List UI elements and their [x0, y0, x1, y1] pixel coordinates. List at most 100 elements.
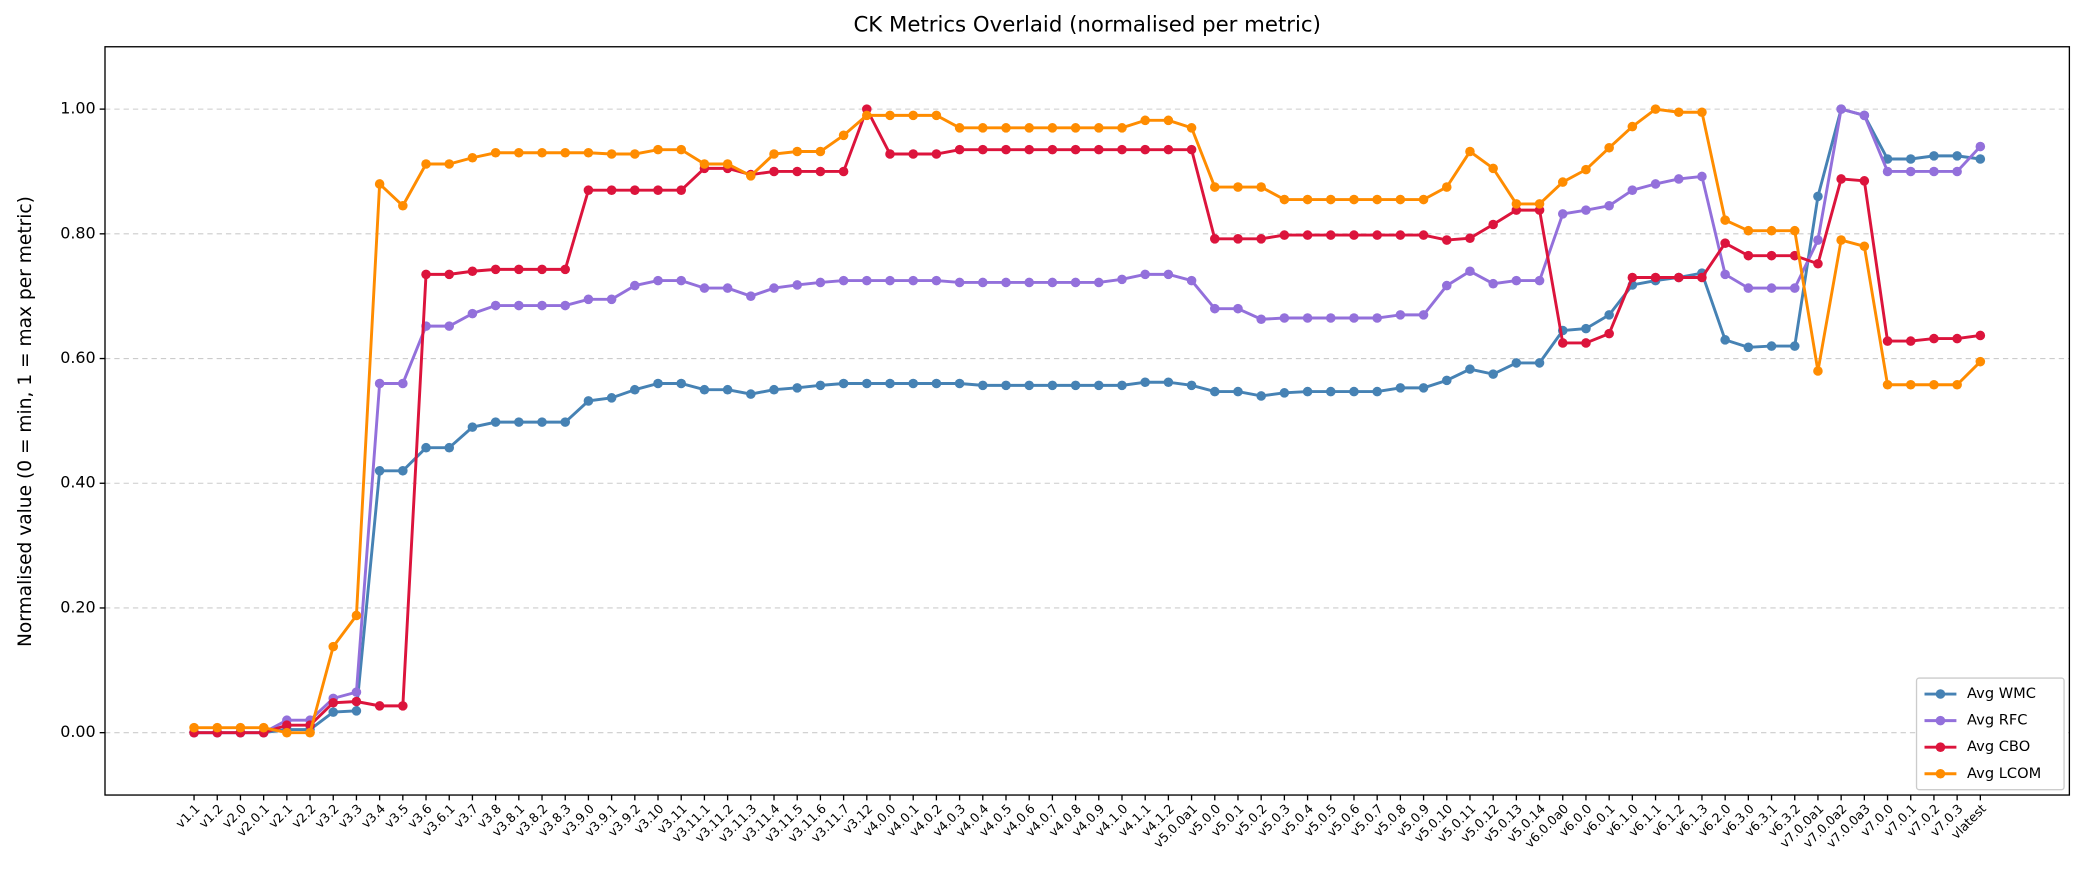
- point: [560, 147, 571, 158]
- point: [1256, 182, 1266, 192]
- point: [1117, 123, 1127, 133]
- point: [1465, 266, 1475, 277]
- point: [1952, 151, 1962, 161]
- point: [1233, 182, 1243, 192]
- point: [1418, 194, 1429, 205]
- point: [630, 149, 640, 159]
- point: [282, 727, 292, 738]
- y-tick-label: 0.40: [60, 473, 96, 492]
- legend-marker: [1935, 689, 1946, 699]
- point: [398, 465, 408, 476]
- point: [1349, 386, 1359, 397]
- point: [1929, 379, 1939, 390]
- point: [1697, 107, 1707, 118]
- point: [1720, 269, 1730, 280]
- point: [1789, 283, 1800, 293]
- point: [1163, 377, 1174, 388]
- point: [1372, 194, 1382, 205]
- point: [1836, 174, 1846, 184]
- point: [606, 185, 617, 195]
- point: [1302, 230, 1313, 240]
- point: [1372, 230, 1382, 240]
- point: [1325, 313, 1336, 323]
- point: [467, 422, 478, 432]
- point: [1882, 336, 1893, 346]
- point: [676, 144, 686, 155]
- point: [885, 275, 895, 286]
- point: [374, 378, 385, 389]
- point: [792, 146, 802, 157]
- point: [676, 275, 686, 286]
- point: [978, 277, 988, 288]
- point: [1697, 171, 1707, 182]
- point: [1140, 115, 1150, 126]
- point: [1070, 277, 1081, 288]
- point: [374, 179, 385, 189]
- point: [954, 144, 965, 155]
- point: [1024, 144, 1034, 155]
- point: [1163, 269, 1174, 280]
- point: [1789, 225, 1800, 236]
- legend: Avg WMC Avg RFC Avg CBO Avg LCOM: [1915, 677, 2065, 791]
- point: [1209, 303, 1220, 314]
- point: [931, 110, 942, 121]
- point: [1650, 272, 1661, 283]
- point: [1418, 383, 1429, 393]
- point: [490, 264, 501, 275]
- point: [1094, 123, 1104, 133]
- point: [537, 264, 547, 275]
- point: [653, 144, 663, 155]
- point: [537, 417, 547, 427]
- point: [560, 417, 571, 427]
- point: [1905, 379, 1916, 390]
- point: [1279, 194, 1290, 205]
- point: [1534, 275, 1545, 286]
- point: [1766, 225, 1777, 236]
- point: [282, 720, 292, 730]
- point: [1349, 313, 1359, 323]
- point: [1418, 310, 1429, 320]
- point: [1441, 280, 1452, 291]
- point: [374, 701, 385, 711]
- y-axis-label: Normalised value (0 = min, 1 = max per m…: [15, 196, 36, 647]
- plot-frame: [104, 46, 2071, 796]
- point: [630, 185, 640, 195]
- point: [1465, 233, 1475, 243]
- point: [1929, 166, 1939, 177]
- point: [1349, 194, 1359, 205]
- point: [1163, 144, 1174, 155]
- point: [1094, 144, 1104, 155]
- point: [1140, 269, 1150, 280]
- legend-label: Avg LCOM: [1967, 765, 2041, 782]
- point: [1720, 335, 1730, 345]
- point: [1511, 358, 1522, 368]
- point: [1627, 121, 1638, 132]
- point: [699, 283, 710, 293]
- point: [1604, 328, 1614, 339]
- point: [1511, 199, 1522, 209]
- point: [1372, 386, 1382, 397]
- point: [514, 147, 524, 158]
- point: [1488, 278, 1498, 289]
- point: [908, 110, 918, 121]
- point: [467, 308, 478, 319]
- point: [398, 200, 408, 211]
- point: [1581, 205, 1591, 215]
- point: [1488, 369, 1498, 379]
- point: [1349, 230, 1359, 240]
- point: [1905, 154, 1916, 164]
- point: [537, 300, 547, 311]
- point: [746, 171, 756, 181]
- point: [351, 687, 362, 697]
- point: [1720, 238, 1730, 248]
- point: [1441, 182, 1452, 192]
- point: [1743, 283, 1754, 293]
- point: [1813, 191, 1823, 202]
- point: [398, 701, 408, 711]
- point: [1441, 375, 1452, 386]
- point: [1441, 235, 1452, 245]
- point: [1279, 313, 1290, 323]
- point: [931, 149, 942, 159]
